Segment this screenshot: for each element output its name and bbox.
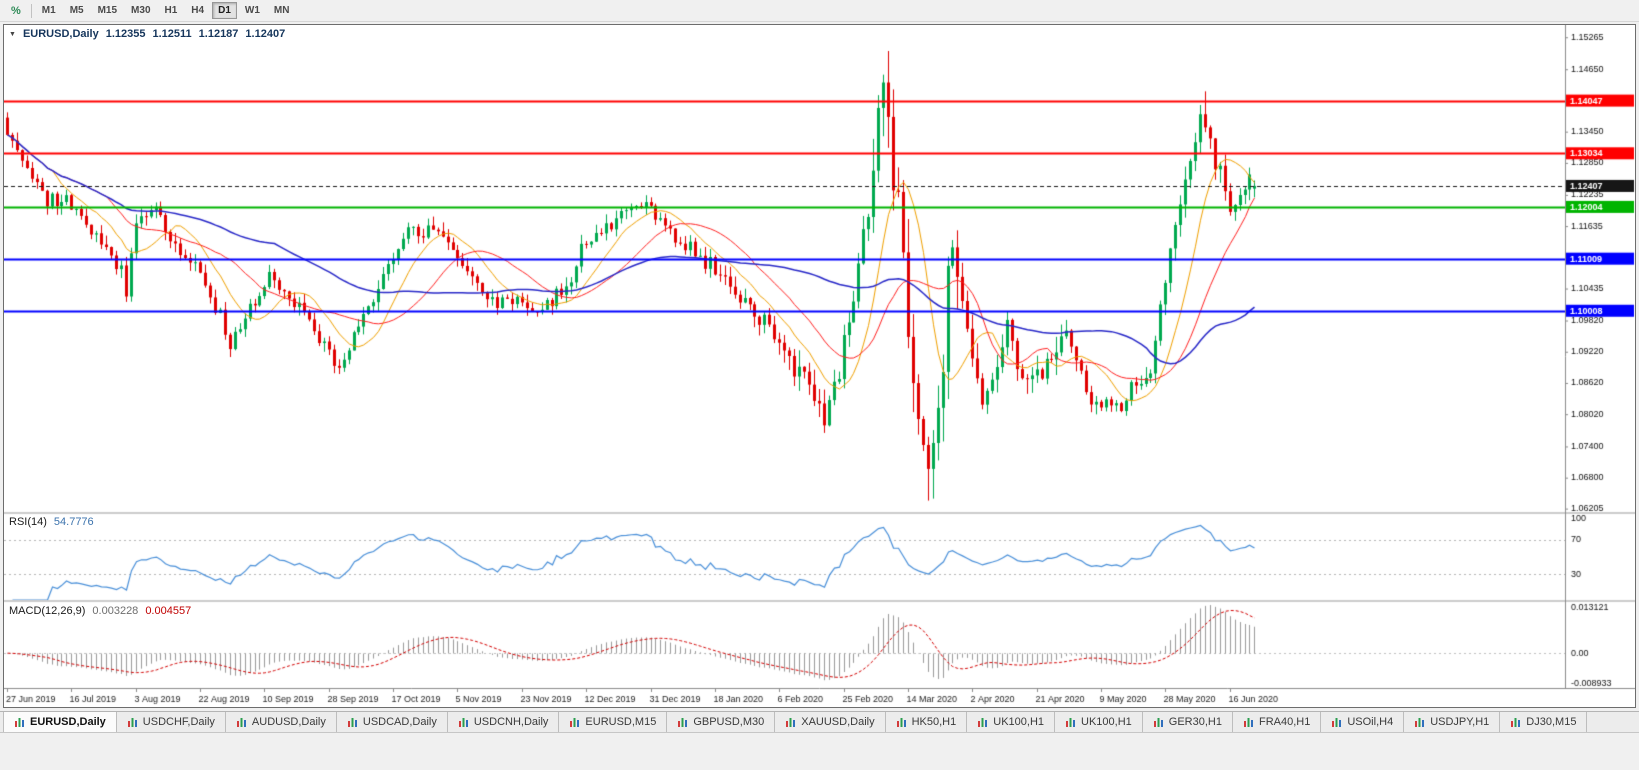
chart-tab-uk100-h1[interactable]: UK100,H1 bbox=[1055, 712, 1143, 732]
chart-tab-dj30-m15[interactable]: DJ30,M15 bbox=[1500, 712, 1588, 732]
timeframe-w1-button[interactable]: W1 bbox=[239, 2, 266, 19]
timeframe-m5-button[interactable]: M5 bbox=[64, 2, 90, 19]
chart-tab-audusd-daily[interactable]: AUDUSD,Daily bbox=[225, 712, 337, 732]
toolbar-separator bbox=[30, 3, 32, 18]
chart-tab-icon bbox=[1066, 717, 1076, 727]
chart-tab-icon bbox=[1332, 717, 1342, 727]
timeframe-toolbar: % M1 M5 M15 M30 H1 H4 D1 W1 MN bbox=[0, 0, 1639, 22]
chart-tab-icon bbox=[1415, 717, 1425, 727]
chart-tab-label: GER30,H1 bbox=[1168, 716, 1222, 728]
timeframe-d1-button[interactable]: D1 bbox=[212, 2, 237, 19]
price-chart-canvas[interactable] bbox=[4, 25, 1635, 707]
chart-tab-fra40-h1[interactable]: FRA40,H1 bbox=[1232, 712, 1322, 732]
timeframe-buttons: M1 M5 M15 M30 H1 H4 D1 W1 MN bbox=[36, 2, 298, 19]
chart-tab-icon bbox=[1153, 717, 1163, 727]
chart-tab-icon bbox=[127, 717, 137, 727]
timeframe-m30-button[interactable]: M30 bbox=[125, 2, 156, 19]
chart-tab-usdcnh-daily[interactable]: USDCNH,Daily bbox=[447, 712, 560, 732]
timeframe-mn-button[interactable]: MN bbox=[268, 2, 296, 19]
chart-tab-usdjpy-h1[interactable]: USDJPY,H1 bbox=[1404, 712, 1501, 732]
chart-tab-icon bbox=[678, 717, 688, 727]
chart-tab-label: DJ30,M15 bbox=[1526, 716, 1577, 728]
chart-tab-label: EURUSD,Daily bbox=[30, 716, 106, 728]
chart-tab-usdchf-daily[interactable]: USDCHF,Daily bbox=[116, 712, 226, 732]
chart-tab-icon bbox=[15, 717, 24, 727]
chart-tab-icon bbox=[570, 717, 580, 727]
chart-tab-xauusd-daily[interactable]: XAUUSD,Daily bbox=[775, 712, 886, 732]
timeframe-m1-button[interactable]: M1 bbox=[36, 2, 62, 19]
chart-tab-hk50-h1[interactable]: HK50,H1 bbox=[885, 712, 968, 732]
chart-tab-label: FRA40,H1 bbox=[1258, 716, 1311, 728]
chart-tab-label: USDCAD,Daily bbox=[362, 716, 437, 728]
chart-tab-icon bbox=[786, 717, 796, 727]
chart-tab-eurusd-daily[interactable]: EURUSD,Daily bbox=[3, 712, 117, 732]
chart-tab-label: GBPUSD,M30 bbox=[693, 716, 765, 728]
chart-tab-label: USDJPY,H1 bbox=[1430, 716, 1490, 728]
symbol-dropdown-icon[interactable]: ▼ bbox=[9, 30, 16, 38]
chart-tab-icon bbox=[896, 717, 906, 727]
chart-tab-usdcad-daily[interactable]: USDCAD,Daily bbox=[336, 712, 448, 732]
chart-tab-label: HK50,H1 bbox=[911, 716, 957, 728]
chart-tab-ger30-h1[interactable]: GER30,H1 bbox=[1142, 712, 1233, 732]
timeframe-m15-button[interactable]: M15 bbox=[92, 2, 123, 19]
chart-tab-gbpusd-m30[interactable]: GBPUSD,M30 bbox=[667, 712, 776, 732]
chart-tab-label: UK100,H1 bbox=[993, 716, 1045, 728]
chart-tabs-bar: EURUSD,Daily USDCHF,Daily AUDUSD,Daily USDC… bbox=[0, 711, 1639, 733]
chart-tab-icon bbox=[347, 717, 357, 727]
chart-tab-icon bbox=[1243, 717, 1253, 727]
chart-tab-label: UK100,H1 bbox=[1081, 716, 1132, 728]
chart-tab-label: USOil,H4 bbox=[1347, 716, 1394, 728]
chart-tab-eurusd-m15[interactable]: EURUSD,M15 bbox=[559, 712, 668, 732]
chart-tab-icon bbox=[236, 717, 246, 727]
chart-tab-icon bbox=[1511, 717, 1521, 727]
percent-icon[interactable]: % bbox=[11, 4, 21, 17]
chart-tab-label: AUDUSD,Daily bbox=[251, 716, 326, 728]
chart-tab-label: EURUSD,M15 bbox=[585, 716, 657, 728]
chart-window: ▼ EURUSD,Daily 1.12355 1.12511 1.12187 1… bbox=[3, 24, 1636, 708]
chart-tab-icon bbox=[458, 717, 468, 727]
chart-tab-uk100-h1[interactable]: UK100,H1 bbox=[967, 712, 1056, 732]
chart-tab-label: USDCNH,Daily bbox=[473, 716, 549, 728]
timeframe-h4-button[interactable]: H4 bbox=[185, 2, 210, 19]
chart-tab-usoil-h4[interactable]: USOil,H4 bbox=[1321, 712, 1405, 732]
timeframe-h1-button[interactable]: H1 bbox=[159, 2, 184, 19]
chart-tab-icon bbox=[978, 717, 988, 727]
chart-tab-label: XAUUSD,Daily bbox=[801, 716, 875, 728]
chart-tab-label: USDCHF,Daily bbox=[142, 716, 215, 728]
